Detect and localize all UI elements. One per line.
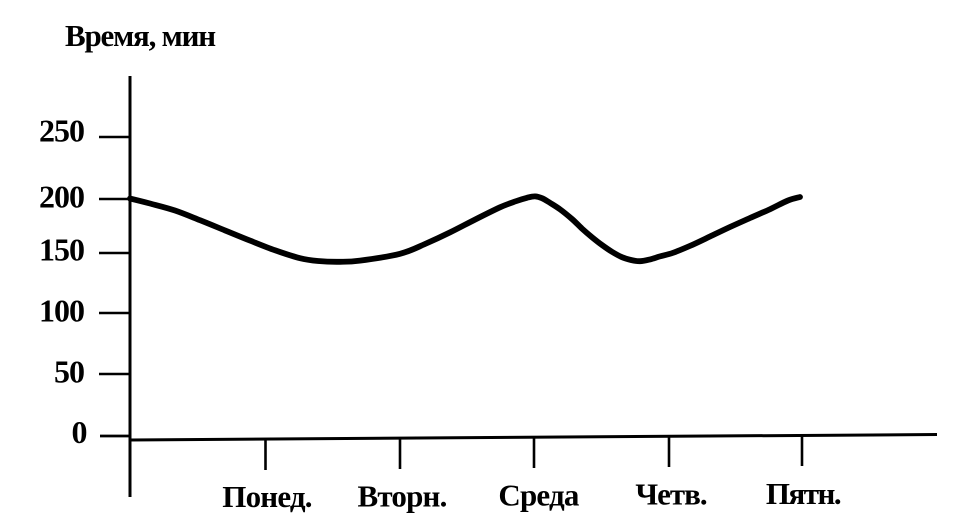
svg-text:150: 150 bbox=[39, 232, 84, 268]
svg-text:Пятн.: Пятн. bbox=[766, 476, 841, 511]
svg-text:100: 100 bbox=[39, 293, 84, 329]
svg-text:Среда: Среда bbox=[498, 478, 579, 513]
svg-text:Время, мин: Время, мин bbox=[65, 18, 216, 53]
svg-text:Четв.: Четв. bbox=[635, 477, 706, 512]
svg-text:250: 250 bbox=[39, 113, 84, 149]
svg-text:0: 0 bbox=[72, 414, 87, 450]
svg-text:50: 50 bbox=[54, 354, 84, 390]
svg-text:Вторн.: Вторн. bbox=[357, 479, 446, 514]
svg-text:200: 200 bbox=[39, 179, 84, 215]
svg-text:Понед.: Понед. bbox=[222, 479, 312, 514]
